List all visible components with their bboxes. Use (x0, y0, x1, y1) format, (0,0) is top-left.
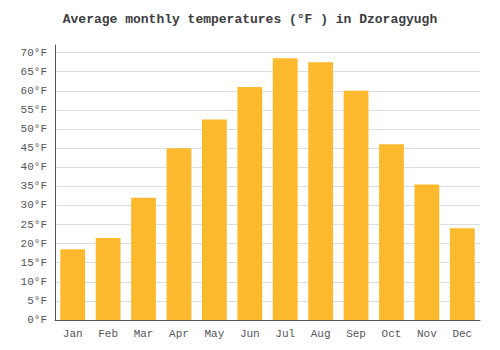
svg-text:Apr: Apr (169, 328, 189, 340)
svg-text:Jan: Jan (63, 328, 83, 340)
svg-text:20°F: 20°F (21, 238, 47, 250)
svg-text:70°F: 70°F (21, 47, 47, 59)
svg-text:5°F: 5°F (27, 295, 47, 307)
svg-text:65°F: 65°F (21, 66, 47, 78)
svg-text:15°F: 15°F (21, 257, 47, 269)
svg-text:Oct: Oct (382, 328, 402, 340)
svg-text:45°F: 45°F (21, 142, 47, 154)
svg-text:Jul: Jul (275, 328, 295, 340)
svg-text:60°F: 60°F (21, 85, 47, 97)
svg-text:55°F: 55°F (21, 104, 47, 116)
svg-text:50°F: 50°F (21, 123, 47, 135)
svg-text:35°F: 35°F (21, 180, 47, 192)
svg-text:Nov: Nov (417, 328, 437, 340)
svg-text:Sep: Sep (346, 328, 366, 340)
svg-text:Mar: Mar (134, 328, 154, 340)
svg-text:Feb: Feb (98, 328, 118, 340)
svg-text:40°F: 40°F (21, 161, 47, 173)
svg-text:Aug: Aug (311, 328, 331, 340)
svg-text:0°F: 0°F (27, 314, 47, 326)
svg-text:Dec: Dec (452, 328, 472, 340)
svg-text:Jun: Jun (240, 328, 260, 340)
svg-text:Average monthly temperatures (: Average monthly temperatures (°F ) in Dz… (63, 12, 438, 27)
svg-text:10°F: 10°F (21, 276, 47, 288)
svg-text:May: May (204, 328, 224, 340)
svg-text:25°F: 25°F (21, 219, 47, 231)
svg-text:30°F: 30°F (21, 199, 47, 211)
